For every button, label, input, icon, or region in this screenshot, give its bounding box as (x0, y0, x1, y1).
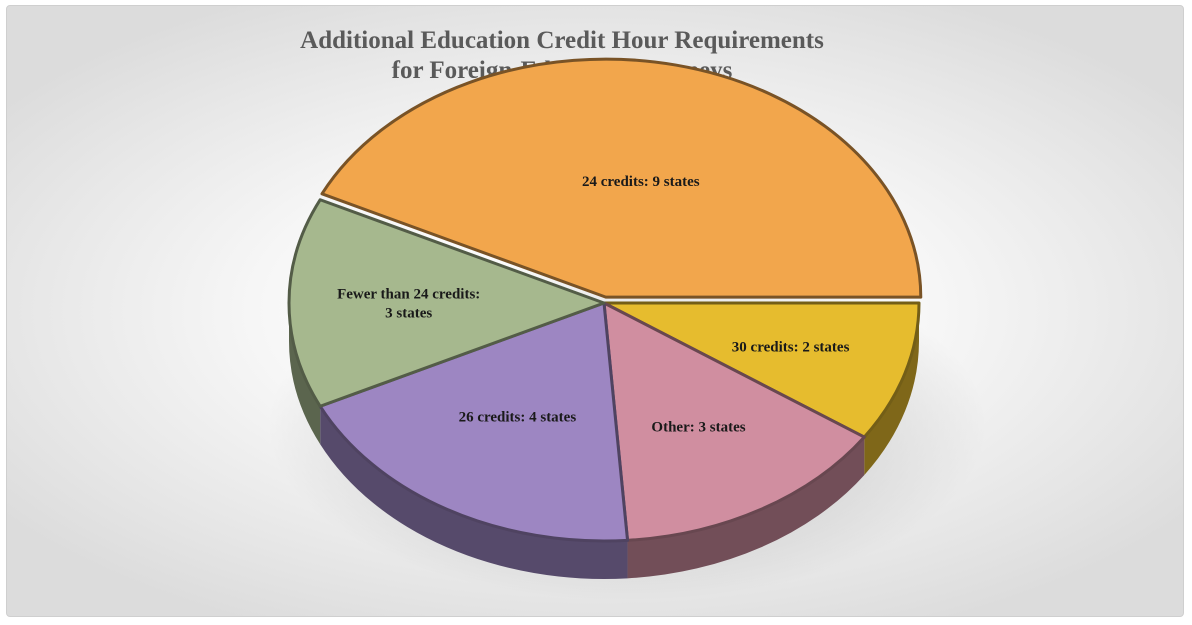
slice-label-line: Other: 3 states (651, 420, 745, 436)
chart-title-line-1: Additional Education Credit Hour Require… (300, 27, 824, 54)
pie-labels: 30 credits: 2 states Other: 3 states 26 cr… (337, 174, 849, 436)
slice-label-line: 26 credits: 4 states (459, 409, 577, 425)
pie-chart: 30 credits: 2 states Other: 3 states 26 cr… (267, 57, 987, 601)
pie-side-other (627, 437, 865, 579)
slice-label-line: 30 credits: 2 states (732, 339, 850, 355)
slice-label-other: Other: 3 states (651, 420, 745, 436)
pie-tops (287, 57, 923, 543)
slice-label-line: 3 states (385, 306, 432, 322)
slice-label-26-credits: 26 credits: 4 states (459, 409, 577, 425)
pie-slice-other (602, 301, 866, 542)
pie-slice-26-credits (318, 301, 630, 543)
pie-sides (289, 303, 919, 579)
pie-slice-24-credits (320, 57, 923, 299)
pie-side-26-credits (320, 406, 628, 579)
slice-label-line: 24 credits: 9 states (582, 174, 700, 190)
pie-side-fewer-than-24-credits (289, 303, 321, 445)
pie-slice-30-credits (602, 301, 921, 439)
pie-side-30-credits (864, 303, 919, 476)
slice-label-line: Fewer than 24 credits: (337, 287, 480, 303)
chart-frame: Additional Education Credit Hour Require… (6, 5, 1184, 617)
slice-label-30-credits: 30 credits: 2 states (732, 339, 850, 355)
slice-label-fewer-than-24-credits: Fewer than 24 credits: 3 states (337, 287, 480, 322)
pie-slice-fewer-than-24-credits (287, 198, 606, 408)
slice-label-24-credits: 24 credits: 9 states (582, 174, 700, 190)
